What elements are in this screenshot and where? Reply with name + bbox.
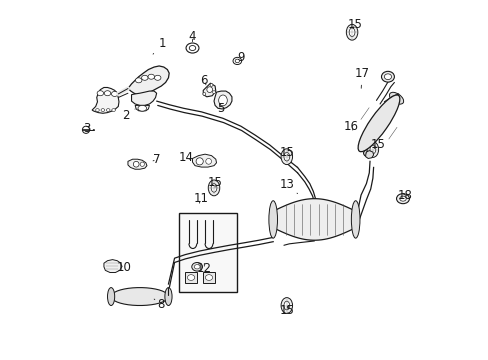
- Ellipse shape: [194, 265, 200, 269]
- Text: 4: 4: [188, 30, 196, 43]
- Text: 15: 15: [279, 145, 294, 158]
- Text: 15: 15: [279, 305, 294, 318]
- Text: 15: 15: [347, 18, 362, 31]
- Ellipse shape: [235, 59, 239, 63]
- Ellipse shape: [154, 75, 161, 80]
- Ellipse shape: [189, 45, 195, 50]
- Circle shape: [212, 91, 215, 94]
- Text: 8: 8: [154, 298, 164, 311]
- Ellipse shape: [211, 184, 217, 192]
- Ellipse shape: [281, 298, 292, 314]
- Polygon shape: [192, 154, 216, 167]
- Ellipse shape: [107, 288, 115, 306]
- Ellipse shape: [142, 75, 148, 80]
- Polygon shape: [214, 91, 231, 109]
- Text: 15: 15: [207, 176, 222, 189]
- Ellipse shape: [369, 145, 375, 154]
- Ellipse shape: [187, 275, 194, 280]
- Polygon shape: [92, 87, 119, 113]
- Ellipse shape: [268, 201, 277, 238]
- Polygon shape: [131, 91, 156, 105]
- Ellipse shape: [106, 109, 110, 112]
- Ellipse shape: [366, 151, 372, 155]
- Circle shape: [140, 162, 144, 166]
- Circle shape: [210, 84, 212, 86]
- Ellipse shape: [357, 95, 399, 152]
- Ellipse shape: [396, 194, 408, 204]
- Text: 18: 18: [397, 189, 412, 202]
- Ellipse shape: [284, 152, 289, 161]
- Ellipse shape: [388, 92, 403, 104]
- Text: 5: 5: [217, 102, 224, 115]
- Ellipse shape: [384, 74, 391, 80]
- Ellipse shape: [185, 43, 199, 53]
- Text: 7: 7: [153, 153, 160, 166]
- Text: 11: 11: [193, 192, 208, 205]
- Ellipse shape: [112, 109, 115, 112]
- Polygon shape: [128, 159, 147, 169]
- Circle shape: [82, 126, 89, 134]
- Ellipse shape: [366, 141, 378, 157]
- Ellipse shape: [281, 149, 292, 165]
- Text: 15: 15: [370, 138, 385, 151]
- Text: 16: 16: [343, 121, 358, 134]
- Polygon shape: [111, 288, 168, 306]
- Polygon shape: [365, 150, 373, 158]
- Ellipse shape: [399, 196, 406, 201]
- Bar: [179, 213, 236, 292]
- Text: 14: 14: [179, 151, 194, 164]
- Ellipse shape: [208, 180, 219, 196]
- Ellipse shape: [233, 57, 241, 64]
- Ellipse shape: [96, 109, 99, 112]
- Ellipse shape: [381, 71, 394, 82]
- Polygon shape: [104, 260, 122, 273]
- Ellipse shape: [351, 201, 359, 238]
- Ellipse shape: [104, 91, 110, 96]
- Text: 6: 6: [200, 74, 208, 87]
- Ellipse shape: [101, 109, 104, 112]
- Polygon shape: [273, 199, 355, 240]
- Bar: [185, 272, 196, 283]
- Polygon shape: [135, 105, 149, 111]
- Polygon shape: [128, 66, 169, 95]
- Circle shape: [205, 158, 211, 164]
- Text: 1: 1: [153, 37, 165, 54]
- Ellipse shape: [363, 149, 374, 157]
- Circle shape: [196, 158, 203, 165]
- Text: 13: 13: [279, 178, 297, 194]
- Text: 10: 10: [117, 261, 132, 274]
- Text: 12: 12: [197, 262, 211, 275]
- Ellipse shape: [348, 28, 354, 37]
- Ellipse shape: [97, 91, 103, 96]
- Text: 17: 17: [354, 67, 369, 88]
- Circle shape: [133, 161, 139, 167]
- Ellipse shape: [191, 262, 202, 271]
- Ellipse shape: [346, 24, 357, 40]
- Ellipse shape: [164, 288, 172, 306]
- Ellipse shape: [284, 301, 289, 310]
- Ellipse shape: [218, 95, 227, 106]
- Circle shape: [206, 87, 212, 93]
- Ellipse shape: [111, 91, 118, 96]
- Text: 9: 9: [237, 51, 244, 64]
- Bar: [203, 272, 214, 283]
- Ellipse shape: [135, 78, 142, 83]
- Text: 2: 2: [122, 109, 135, 122]
- Ellipse shape: [148, 74, 154, 79]
- Circle shape: [203, 93, 205, 95]
- Polygon shape: [203, 83, 215, 97]
- Ellipse shape: [205, 275, 212, 280]
- Ellipse shape: [138, 105, 146, 111]
- Text: 3: 3: [83, 122, 94, 135]
